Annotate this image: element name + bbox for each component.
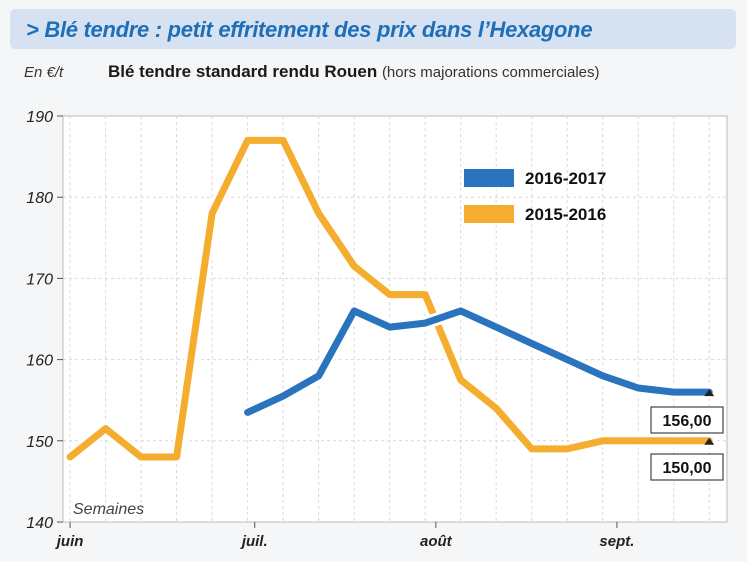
axis-annotation: Semaines	[73, 501, 144, 518]
end-labels: 156,00 150,00	[650, 389, 724, 481]
end-label-box	[650, 453, 724, 481]
y-tick-label: 170	[26, 271, 53, 288]
series-line-2016-2017	[244, 307, 713, 416]
legend-swatch	[462, 203, 516, 225]
title-banner: > Blé tendre : petit effritement des pri…	[10, 9, 736, 49]
y-tick-label: 180	[26, 190, 53, 207]
x-tick-label: août	[420, 533, 453, 550]
legend: 2016-2017 2015-2016	[462, 167, 606, 225]
legend-label: 2015-2016	[525, 205, 606, 224]
x-tick-label: sept.	[599, 533, 634, 550]
y-tick-label: 140	[26, 515, 53, 532]
y-tick-label: 190	[26, 109, 53, 126]
y-tick-label: 160	[26, 353, 53, 370]
chart-subtitle-note: (hors majorations commerciales)	[381, 64, 600, 81]
x-tick-label: juin	[55, 533, 84, 550]
y-tick-label: 150	[26, 434, 53, 451]
series	[63, 133, 716, 464]
end-label-value: 150,00	[663, 460, 712, 477]
end-label-pointer	[704, 437, 715, 445]
end-label-value: 156,00	[663, 413, 712, 430]
legend-swatch	[462, 167, 516, 189]
end-label-pointer	[704, 389, 715, 397]
legend-label: 2016-2017	[525, 169, 606, 188]
end-label-box	[650, 406, 724, 434]
chart-title: Blé tendre standard rendu Rouen	[108, 62, 378, 81]
axes: 140 150 160 170 180 190 juin juil. août sept. Sema…	[26, 109, 634, 550]
unit-label: En €/t	[24, 64, 64, 81]
banner-title: > Blé tendre : petit effritement des pri…	[26, 17, 593, 42]
chart-subtitle: Blé tendre standard rendu Rouen (hors ma…	[108, 62, 600, 82]
x-tick-label: juil.	[240, 533, 268, 550]
